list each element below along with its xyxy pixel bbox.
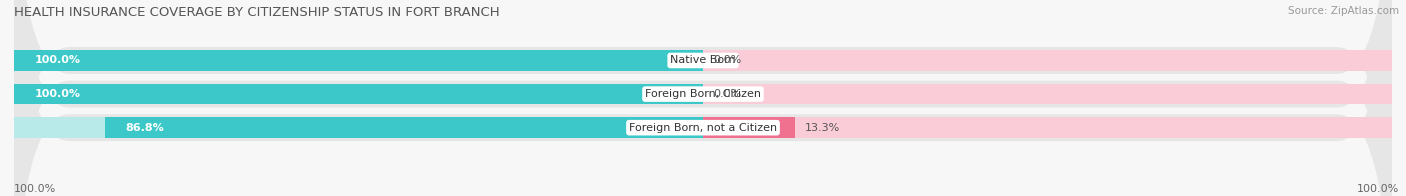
Bar xyxy=(703,84,1392,104)
Text: Native Born: Native Born xyxy=(671,55,735,65)
Text: Source: ZipAtlas.com: Source: ZipAtlas.com xyxy=(1288,6,1399,16)
FancyBboxPatch shape xyxy=(14,0,1392,196)
Bar xyxy=(14,50,703,71)
Bar xyxy=(703,117,1392,138)
Text: 0.0%: 0.0% xyxy=(713,89,741,99)
FancyBboxPatch shape xyxy=(14,0,1392,196)
Bar xyxy=(14,50,703,71)
Text: 0.0%: 0.0% xyxy=(713,55,741,65)
Text: 86.8%: 86.8% xyxy=(125,123,165,133)
Text: 100.0%: 100.0% xyxy=(14,184,56,194)
Bar xyxy=(105,117,703,138)
Text: 100.0%: 100.0% xyxy=(35,89,80,99)
Text: 100.0%: 100.0% xyxy=(1357,184,1399,194)
Text: Foreign Born, Citizen: Foreign Born, Citizen xyxy=(645,89,761,99)
Text: 100.0%: 100.0% xyxy=(35,55,80,65)
Bar xyxy=(703,117,794,138)
Text: 13.3%: 13.3% xyxy=(806,123,841,133)
Bar xyxy=(14,84,703,104)
Text: Foreign Born, not a Citizen: Foreign Born, not a Citizen xyxy=(628,123,778,133)
Bar xyxy=(14,117,703,138)
Bar xyxy=(14,84,703,104)
Bar xyxy=(703,50,1392,71)
Text: HEALTH INSURANCE COVERAGE BY CITIZENSHIP STATUS IN FORT BRANCH: HEALTH INSURANCE COVERAGE BY CITIZENSHIP… xyxy=(14,6,499,19)
FancyBboxPatch shape xyxy=(14,0,1392,196)
